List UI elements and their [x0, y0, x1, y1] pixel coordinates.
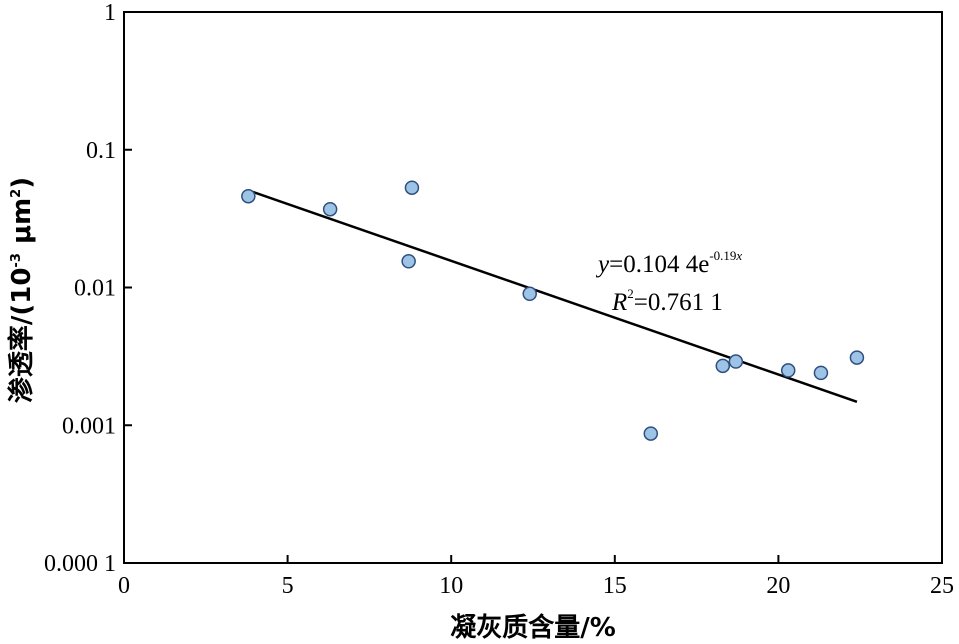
- y-axis-title-main: 渗透率/(10: [6, 268, 37, 404]
- r-squared-label: R2=0.761 1: [611, 286, 723, 316]
- data-point: [404, 180, 420, 195]
- x-tick-label: 20: [766, 573, 790, 599]
- y-tick-label: 0.001: [62, 413, 116, 439]
- x-tick-label: 25: [930, 573, 954, 599]
- data-point: [322, 201, 338, 217]
- data-point: [522, 286, 537, 302]
- equation-exp: -0.19: [709, 248, 736, 263]
- y-axis-title-exp: -3: [9, 253, 24, 267]
- equation-exp-var: x: [735, 248, 742, 263]
- r-squared-var: R: [611, 289, 627, 316]
- y-axis-title-close: ): [7, 177, 37, 189]
- y-axis-title-exp2: 2: [9, 189, 24, 198]
- x-tick-label: 15: [603, 573, 627, 599]
- trendline: [247, 189, 858, 403]
- data-point: [401, 254, 416, 269]
- data-point: [813, 365, 829, 381]
- x-tick-label: 5: [282, 573, 294, 599]
- y-tick-label: 0.01: [74, 276, 116, 302]
- x-tick-label: 0: [118, 573, 130, 599]
- y-axis-ticks: 0.000 1 0.001 0.01 0.1 1: [44, 0, 132, 577]
- data-point: [849, 350, 865, 365]
- data-points: [241, 180, 865, 441]
- y-tick-label: 1: [104, 0, 116, 26]
- x-axis-title: 凝灰质含量/%: [450, 612, 616, 643]
- y-axis-title: 渗透率/(10-3 μm2): [6, 177, 37, 403]
- y-axis-title-unit: μm: [7, 198, 37, 253]
- r-squared-text: =0.761 1: [634, 289, 723, 316]
- y-tick-label: 0.000 1: [44, 551, 116, 577]
- data-point: [715, 358, 731, 374]
- x-axis-ticks: 0 5 10 15 20 25: [118, 555, 954, 599]
- equation-text: =0.104 4e: [609, 251, 709, 278]
- data-point: [780, 363, 796, 378]
- y-tick-label: 0.1: [86, 138, 116, 164]
- r-squared-exp: 2: [627, 286, 634, 301]
- x-tick-label: 10: [439, 573, 463, 599]
- data-point: [643, 426, 659, 441]
- data-point: [728, 354, 744, 369]
- equation-label: y=0.104 4e-0.19x: [595, 248, 742, 278]
- data-point: [241, 188, 256, 204]
- equation-y-var: y: [595, 251, 610, 278]
